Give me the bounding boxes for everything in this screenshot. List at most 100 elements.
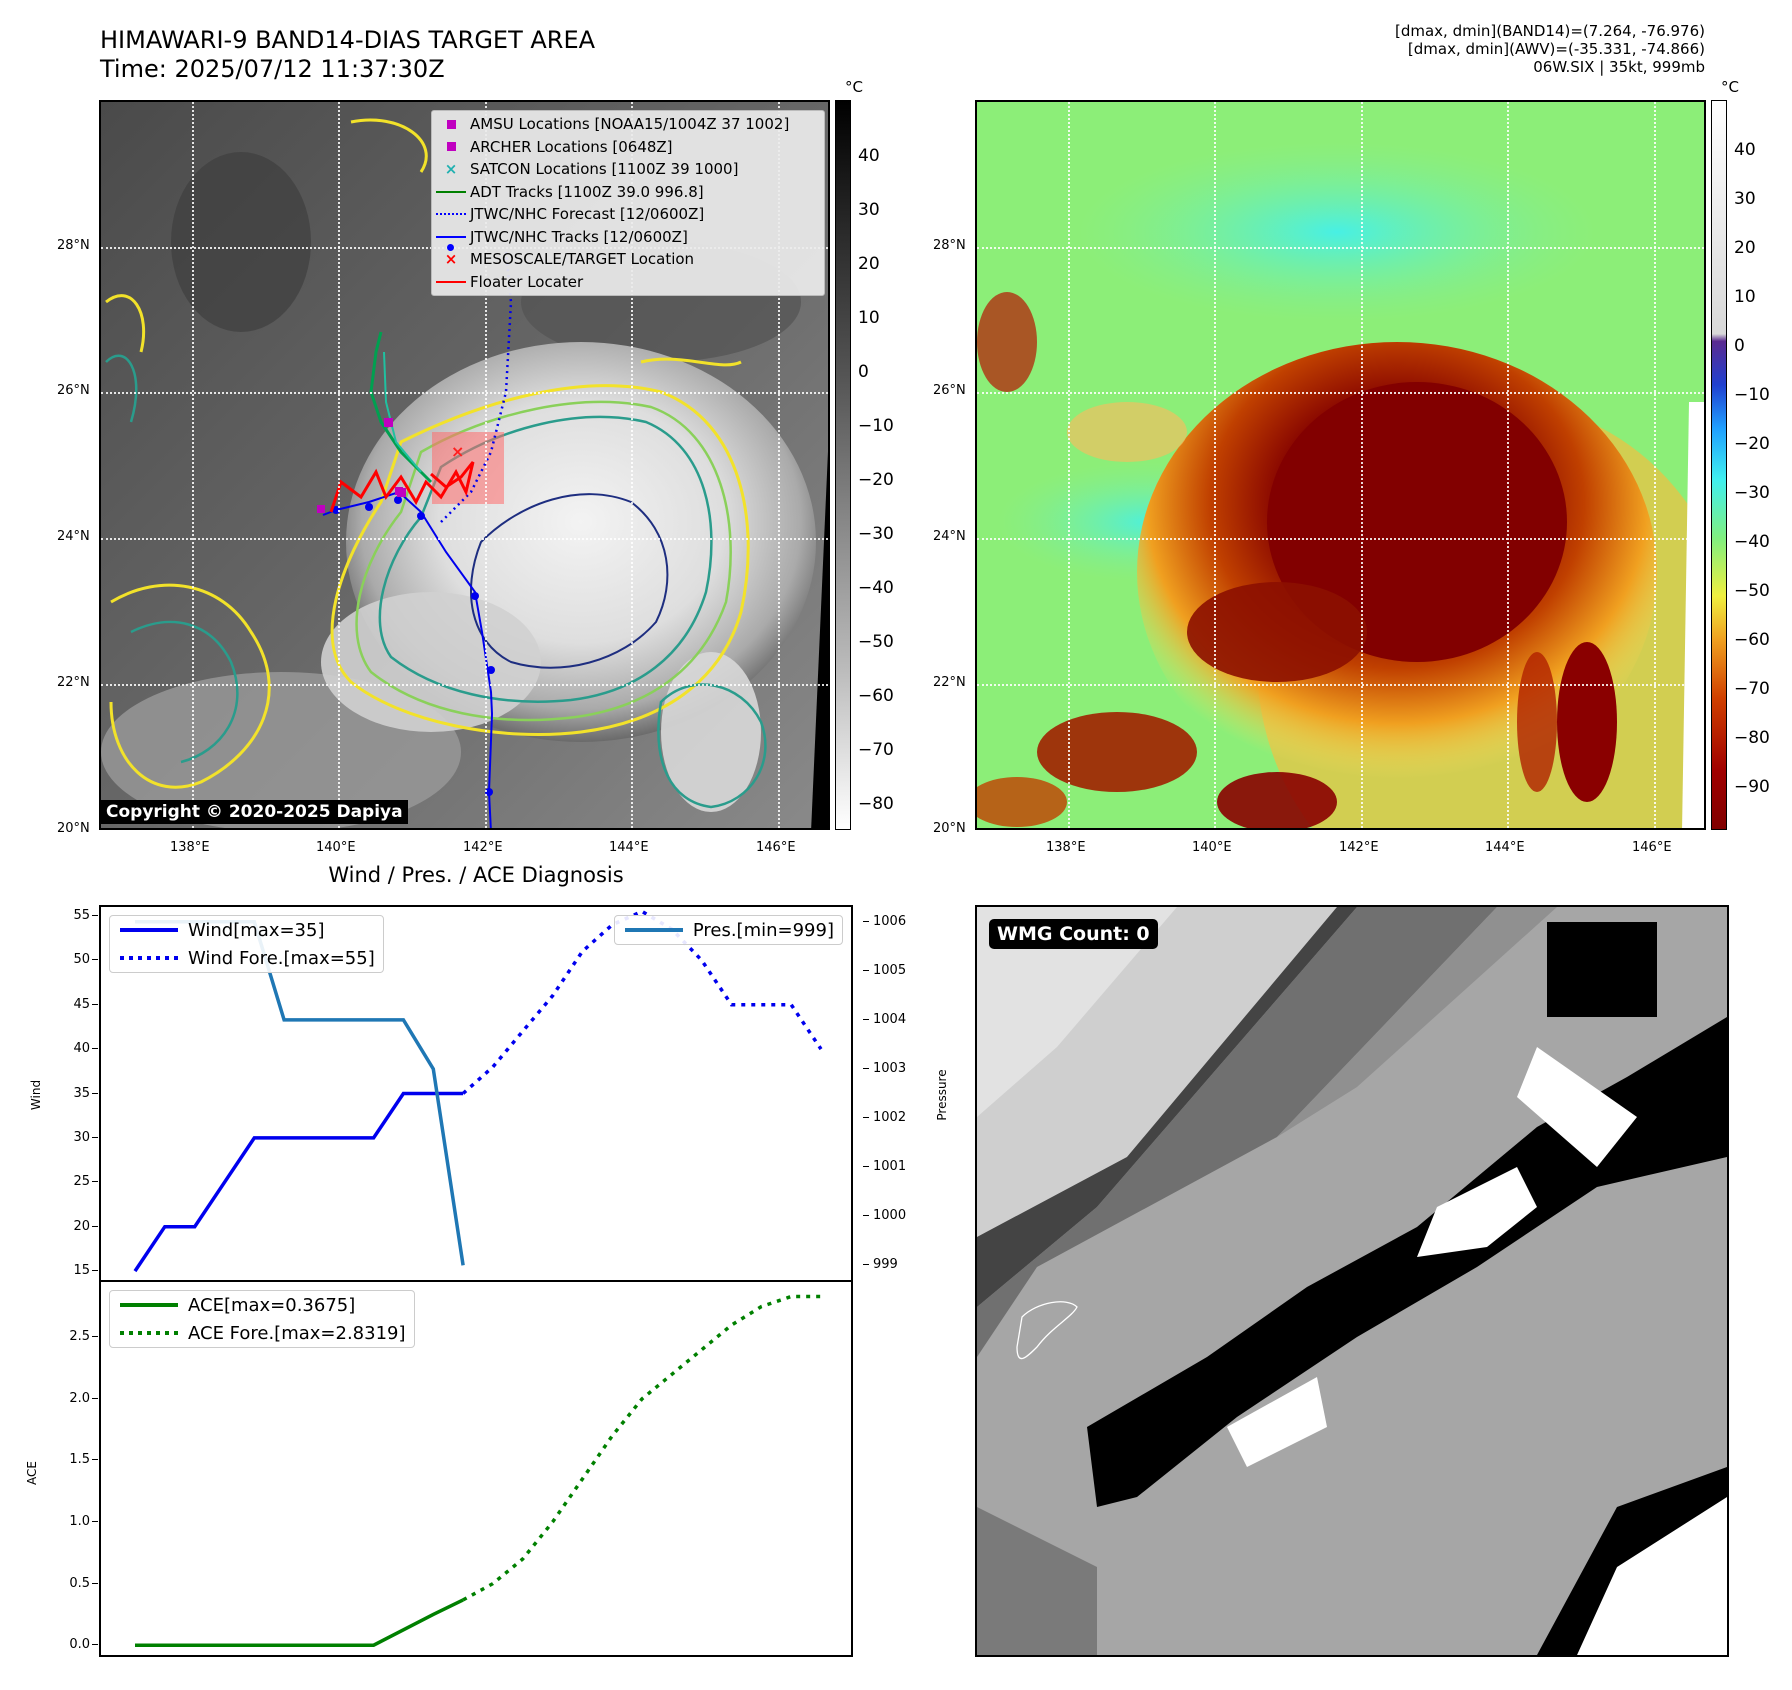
colorbar-tick: −30 — [1734, 483, 1770, 503]
colorbar-tick: −20 — [858, 470, 894, 490]
axis-tick-mark — [863, 1117, 869, 1119]
colorbar-tick: −80 — [858, 794, 894, 814]
axis-tick-label: 1.0 — [69, 1514, 90, 1530]
lat-tick: 26°N — [933, 383, 966, 398]
lat-tick: 22°N — [57, 675, 90, 690]
title-line1: HIMAWARI-9 BAND14-DIAS TARGET AREA — [100, 26, 596, 54]
legend-label: Floater Locater — [470, 272, 584, 291]
x-marker-icon: × — [444, 250, 458, 269]
colorbar-tick: 10 — [1734, 287, 1756, 307]
axis-tick-mark — [92, 1136, 98, 1138]
axis-tick-mark — [92, 1270, 98, 1272]
colorbar-unit: °C — [845, 78, 863, 96]
colorbar-tick: −40 — [1734, 532, 1770, 552]
axis-tick-mark — [92, 1225, 98, 1227]
grid-line — [485, 102, 487, 828]
axis-tick-label: 30 — [73, 1129, 90, 1145]
axis-tick-label: 35 — [73, 1085, 90, 1101]
grid-line — [101, 538, 828, 540]
awv-map-panel — [975, 100, 1706, 830]
legend-item: × MESOSCALE/TARGET Location — [432, 248, 824, 271]
axis-tick-mark — [863, 1067, 869, 1069]
info-line2: [dmax, dmin](AWV)=(-35.331, -74.866) — [1407, 40, 1705, 58]
lat-tick: 28°N — [933, 238, 966, 253]
legend-label: ARCHER Locations [0648Z] — [470, 137, 673, 156]
wind-axis-label: Wind — [29, 1079, 43, 1111]
lon-tick: 146°E — [1632, 840, 1672, 855]
axis-tick-mark — [92, 1521, 98, 1523]
legend-item: Pres.[min=999] — [615, 916, 842, 944]
axis-tick-label: 2.0 — [69, 1390, 90, 1406]
grid-line — [631, 102, 633, 828]
legend-item: Wind[max=35] — [110, 916, 383, 944]
legend-label: ACE[max=0.3675] — [188, 1294, 356, 1316]
pressure-axis-label: Pressure — [935, 1069, 949, 1121]
grid-line — [1654, 102, 1656, 828]
legend-item: JTWC/NHC Forecast [12/0600Z] — [432, 203, 824, 226]
axis-tick-mark — [863, 1264, 869, 1266]
axis-tick-label: 1.5 — [69, 1452, 90, 1468]
ace-plot — [135, 1294, 821, 1647]
legend-label: MESOSCALE/TARGET Location — [470, 250, 695, 269]
grid-line — [1361, 102, 1363, 828]
axis-tick-mark — [92, 1582, 98, 1584]
axis-tick-label: 999 — [873, 1257, 898, 1273]
grid-line — [977, 247, 1704, 249]
colorbar-tick: 0 — [1734, 336, 1745, 356]
legend-label: SATCON Locations [1100Z 39 1000] — [470, 160, 739, 179]
lon-tick: 142°E — [1339, 840, 1379, 855]
colorbar-tick: −60 — [858, 686, 894, 706]
wmg-panel: WMG Count: 0 — [975, 905, 1729, 1657]
axis-tick-label: 20 — [73, 1218, 90, 1234]
grid-line — [977, 392, 1704, 394]
legend-item: ACE[max=0.3675] — [110, 1291, 414, 1319]
svg-text:×: × — [451, 442, 464, 461]
legend-item: ADT Tracks [1100Z 39.0 996.8] — [432, 181, 824, 204]
colorbar-tick: 20 — [1734, 238, 1756, 258]
info-line1: [dmax, dmin](BAND14)=(7.264, -76.976) — [1394, 22, 1705, 40]
colorbar-tick: −50 — [1734, 581, 1770, 601]
axis-tick-mark — [863, 1215, 869, 1217]
axis-tick-label: 40 — [73, 1041, 90, 1057]
grid-line — [1507, 102, 1509, 828]
lon-tick: 140°E — [1192, 840, 1232, 855]
series-line-ace-0 — [135, 1598, 464, 1647]
pressure-legend: Pres.[min=999] — [613, 915, 843, 945]
ace-legend: ACE[max=0.3675] ACE Fore.[max=2.8319] — [109, 1290, 415, 1348]
colorbar-tick: 0 — [858, 362, 869, 382]
colorbar-tick: 20 — [858, 254, 880, 274]
colorbar-tick: 30 — [1734, 189, 1756, 209]
legend-label: ADT Tracks [1100Z 39.0 996.8] — [470, 182, 704, 201]
colorbar-tick: 10 — [858, 308, 880, 328]
series-line-ace-1 — [462, 1294, 821, 1602]
grid-line — [977, 538, 1704, 540]
axis-tick-label: 45 — [73, 996, 90, 1012]
legend-item: Floater Locater — [432, 271, 824, 294]
legend-label: Wind Fore.[max=55] — [188, 947, 375, 969]
axis-tick-label: 1005 — [873, 962, 907, 978]
axis-tick-label: 1006 — [873, 913, 907, 929]
colorbar-tick: −10 — [858, 416, 894, 436]
legend-label: JTWC/NHC Tracks [12/0600Z] — [470, 227, 688, 246]
grid-line — [338, 102, 340, 828]
solid-line-icon — [120, 1303, 178, 1307]
axis-tick-mark — [92, 1092, 98, 1094]
colorbar-tick: −10 — [1734, 385, 1770, 405]
axis-tick-label: 1003 — [873, 1060, 907, 1076]
lat-tick: 22°N — [933, 675, 966, 690]
dotted-line-icon — [120, 956, 178, 960]
lon-tick: 140°E — [316, 840, 356, 855]
axis-tick-mark — [863, 1166, 869, 1168]
dotted-line-icon — [436, 213, 466, 216]
lat-tick: 20°N — [57, 821, 90, 836]
grid-line — [101, 392, 828, 394]
dot-line-icon — [436, 235, 466, 238]
axis-tick-mark — [92, 1459, 98, 1461]
axis-tick-mark — [92, 914, 98, 916]
axis-tick-mark — [863, 920, 869, 922]
lat-tick: 24°N — [933, 529, 966, 544]
axis-tick-mark — [92, 1644, 98, 1646]
wind-legend: Wind[max=35] Wind Fore.[max=55] — [109, 915, 384, 973]
axis-tick-label: 50 — [73, 952, 90, 968]
diagnosis-title: Wind / Pres. / ACE Diagnosis — [328, 863, 624, 887]
